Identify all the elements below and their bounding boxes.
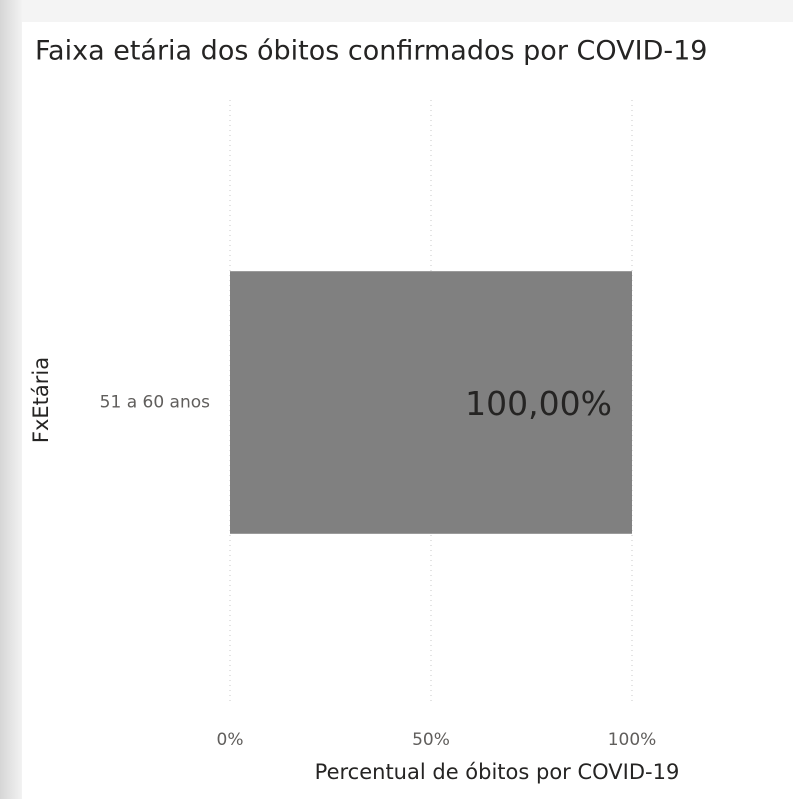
y-axis-title: FxEtária: [29, 357, 53, 443]
panel-shadow: [0, 0, 22, 799]
data-label: 100,00%: [465, 384, 612, 423]
x-tick-label: 0%: [217, 730, 244, 750]
x-tick-label: 50%: [412, 730, 450, 750]
bar: [230, 271, 632, 534]
chart-title: Faixa etária dos óbitos confirmados por …: [35, 36, 707, 67]
x-axis-title: Percentual de óbitos por COVID-19: [315, 760, 680, 784]
x-tick-label: 100%: [608, 730, 657, 750]
y-tick-label: 51 a 60 anos: [100, 393, 210, 413]
